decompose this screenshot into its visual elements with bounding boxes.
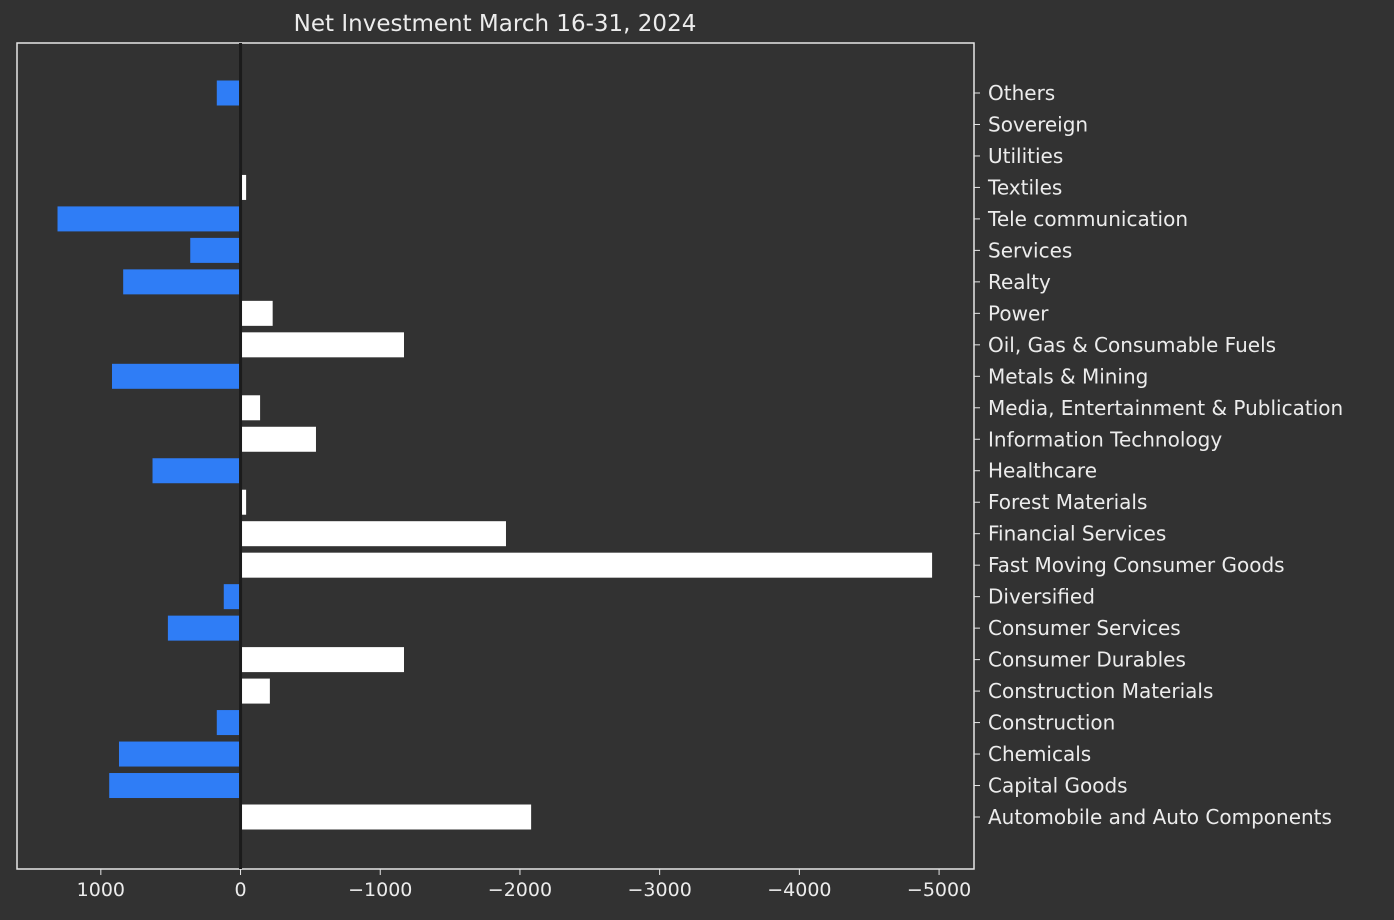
bar (240, 804, 532, 830)
x-tick-label: 1000 (77, 879, 125, 901)
y-tick-label: Services (988, 238, 1072, 262)
x-tick-label: 0 (234, 879, 246, 901)
y-tick-label: Healthcare (988, 459, 1097, 483)
y-tick-label: Power (988, 301, 1049, 325)
bar (109, 773, 241, 799)
x-tick-label: −3000 (628, 879, 692, 901)
y-tick-label: Capital Goods (988, 774, 1128, 798)
y-axis-right: Automobile and Auto Components Capital Go… (974, 81, 1343, 829)
y-tick-label: Sovereign (988, 112, 1088, 136)
y-tick-label: Textiles (987, 175, 1062, 199)
bar (240, 647, 404, 673)
bar (240, 300, 273, 326)
y-tick-label: Forest Materials (988, 490, 1147, 514)
bar (190, 237, 241, 263)
y-tick-label: Consumer Durables (988, 648, 1186, 672)
bar (216, 710, 241, 736)
y-tick-label: Realty (988, 270, 1051, 294)
bar (123, 269, 241, 295)
y-tick-label: Chemicals (988, 742, 1091, 766)
plot-frame (16, 42, 975, 870)
bar (240, 678, 270, 704)
bar (240, 174, 247, 200)
y-tick-label: Construction (988, 711, 1115, 735)
bar (240, 426, 316, 452)
y-tick-label: Tele communication (987, 207, 1188, 231)
bar (240, 552, 933, 578)
bar (240, 521, 506, 547)
x-tick-label: −4000 (767, 879, 831, 901)
y-tick-label: Diversified (988, 585, 1095, 609)
y-tick-label: Consumer Services (988, 616, 1181, 640)
x-tick-label: −1000 (348, 879, 412, 901)
bar (152, 458, 241, 484)
chart-title: Net Investment March 16-31, 2024 (294, 11, 697, 37)
x-tick-label: −2000 (488, 879, 552, 901)
y-tick-label: Metals & Mining (988, 364, 1148, 388)
bar (223, 584, 241, 610)
bar (216, 80, 241, 106)
y-tick-label: Financial Services (988, 522, 1166, 546)
y-tick-label: Construction Materials (988, 679, 1213, 703)
y-tick-label: Oil, Gas & Consumable Fuels (988, 333, 1276, 357)
y-tick-label: Utilities (988, 144, 1063, 168)
bar (112, 363, 241, 389)
bar (240, 332, 404, 358)
x-axis: 1000 0 −1000 −2000 −3000 −4000 −5000 (77, 869, 971, 901)
y-tick-label: Media, Entertainment & Publication (988, 396, 1343, 420)
bars-layer (57, 43, 933, 869)
bar (167, 615, 241, 641)
bar (240, 395, 261, 421)
x-tick-label: −5000 (907, 879, 971, 901)
y-tick-label: Others (988, 81, 1055, 105)
y-tick-label: Information Technology (988, 427, 1222, 451)
y-tick-label: Fast Moving Consumer Goods (988, 553, 1285, 577)
bar (57, 206, 241, 232)
y-tick-label: Automobile and Auto Components (988, 805, 1332, 829)
bar (240, 489, 247, 515)
bar (118, 741, 241, 767)
